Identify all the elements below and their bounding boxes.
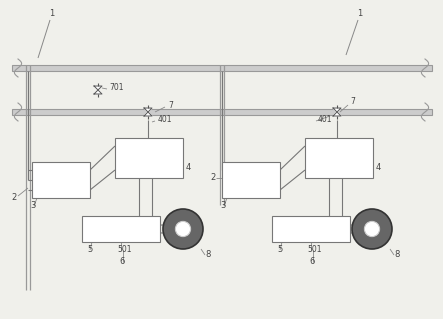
Text: 8: 8 xyxy=(205,250,210,259)
Circle shape xyxy=(365,221,380,237)
Text: 3: 3 xyxy=(30,201,35,210)
Text: 501: 501 xyxy=(117,245,132,254)
Text: 401: 401 xyxy=(158,115,172,124)
Bar xyxy=(12,65,432,71)
Text: 4: 4 xyxy=(186,163,191,172)
Text: 7: 7 xyxy=(168,100,173,109)
Text: 4: 4 xyxy=(376,163,381,172)
Text: 401: 401 xyxy=(318,115,333,124)
Text: 701: 701 xyxy=(109,84,124,93)
Bar xyxy=(32,162,90,198)
Text: 2: 2 xyxy=(210,174,216,182)
Circle shape xyxy=(175,221,190,237)
Text: 5: 5 xyxy=(87,245,92,254)
Text: 6: 6 xyxy=(119,257,124,266)
Polygon shape xyxy=(333,112,341,116)
Text: 7: 7 xyxy=(350,98,355,107)
Circle shape xyxy=(352,209,392,249)
Bar xyxy=(305,138,373,178)
Text: 8: 8 xyxy=(394,250,400,259)
Bar xyxy=(222,162,280,198)
Text: 5: 5 xyxy=(277,245,282,254)
Polygon shape xyxy=(94,86,102,90)
Text: 501: 501 xyxy=(307,245,322,254)
Text: 2: 2 xyxy=(12,194,17,203)
Bar xyxy=(115,138,183,178)
Polygon shape xyxy=(94,90,102,94)
Text: 1: 1 xyxy=(358,10,363,19)
Text: 1: 1 xyxy=(49,10,54,19)
Text: 6: 6 xyxy=(309,257,315,266)
Bar xyxy=(82,216,160,242)
Circle shape xyxy=(163,209,203,249)
Text: 3: 3 xyxy=(220,201,225,210)
Polygon shape xyxy=(333,108,341,112)
Polygon shape xyxy=(144,112,152,116)
Bar xyxy=(272,216,350,242)
Bar xyxy=(12,109,432,115)
Polygon shape xyxy=(144,108,152,112)
